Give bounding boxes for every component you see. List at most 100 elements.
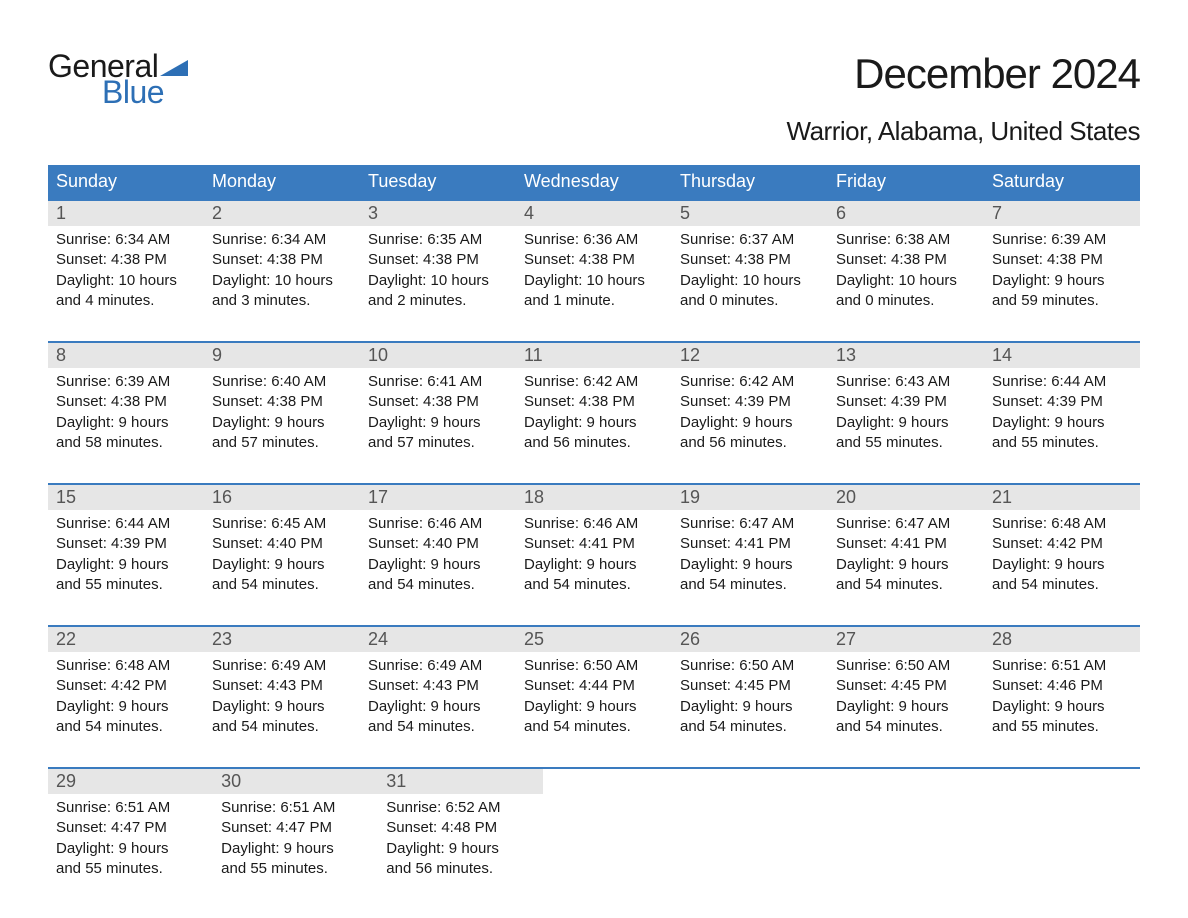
day-d2: and 56 minutes. bbox=[386, 859, 535, 879]
day-d1: Daylight: 9 hours bbox=[680, 697, 820, 717]
day-d2: and 0 minutes. bbox=[680, 291, 820, 311]
day-sunset: Sunset: 4:41 PM bbox=[836, 534, 976, 554]
logo-text-blue: Blue bbox=[102, 76, 188, 108]
day-cell: 21Sunrise: 6:48 AMSunset: 4:42 PMDayligh… bbox=[984, 485, 1140, 601]
day-sunrise: Sunrise: 6:45 AM bbox=[212, 514, 352, 534]
day-d1: Daylight: 9 hours bbox=[386, 839, 535, 859]
day-cell: 3Sunrise: 6:35 AMSunset: 4:38 PMDaylight… bbox=[360, 201, 516, 317]
day-sunset: Sunset: 4:48 PM bbox=[386, 818, 535, 838]
day-cell: 25Sunrise: 6:50 AMSunset: 4:44 PMDayligh… bbox=[516, 627, 672, 743]
day-sunrise: Sunrise: 6:39 AM bbox=[56, 372, 196, 392]
day-d2: and 56 minutes. bbox=[524, 433, 664, 453]
day-d1: Daylight: 9 hours bbox=[992, 413, 1132, 433]
day-cell: 28Sunrise: 6:51 AMSunset: 4:46 PMDayligh… bbox=[984, 627, 1140, 743]
day-number: 26 bbox=[672, 627, 828, 652]
day-number: 19 bbox=[672, 485, 828, 510]
logo: General Blue bbox=[48, 50, 188, 108]
day-sunrise: Sunrise: 6:43 AM bbox=[836, 372, 976, 392]
day-d2: and 54 minutes. bbox=[524, 717, 664, 737]
day-number: 14 bbox=[984, 343, 1140, 368]
day-d1: Daylight: 10 hours bbox=[368, 271, 508, 291]
day-sunset: Sunset: 4:41 PM bbox=[524, 534, 664, 554]
day-number: 18 bbox=[516, 485, 672, 510]
day-cell: 9Sunrise: 6:40 AMSunset: 4:38 PMDaylight… bbox=[204, 343, 360, 459]
day-d1: Daylight: 9 hours bbox=[836, 697, 976, 717]
day-sunrise: Sunrise: 6:34 AM bbox=[212, 230, 352, 250]
day-sunset: Sunset: 4:39 PM bbox=[992, 392, 1132, 412]
day-number: 11 bbox=[516, 343, 672, 368]
day-cell: 23Sunrise: 6:49 AMSunset: 4:43 PMDayligh… bbox=[204, 627, 360, 743]
empty-day bbox=[842, 769, 991, 885]
month-title: December 2024 bbox=[787, 50, 1140, 98]
dow-cell: Thursday bbox=[672, 165, 828, 199]
day-cell: 24Sunrise: 6:49 AMSunset: 4:43 PMDayligh… bbox=[360, 627, 516, 743]
empty-day bbox=[693, 769, 842, 885]
day-sunset: Sunset: 4:45 PM bbox=[680, 676, 820, 696]
week-row: 22Sunrise: 6:48 AMSunset: 4:42 PMDayligh… bbox=[48, 625, 1140, 743]
day-d2: and 55 minutes. bbox=[56, 859, 205, 879]
day-d2: and 55 minutes. bbox=[992, 717, 1132, 737]
day-d1: Daylight: 9 hours bbox=[221, 839, 370, 859]
day-d2: and 57 minutes. bbox=[212, 433, 352, 453]
day-sunrise: Sunrise: 6:42 AM bbox=[680, 372, 820, 392]
day-sunset: Sunset: 4:43 PM bbox=[368, 676, 508, 696]
day-sunset: Sunset: 4:39 PM bbox=[836, 392, 976, 412]
day-sunrise: Sunrise: 6:52 AM bbox=[386, 798, 535, 818]
day-d2: and 54 minutes. bbox=[524, 575, 664, 595]
day-d1: Daylight: 9 hours bbox=[992, 271, 1132, 291]
day-cell: 19Sunrise: 6:47 AMSunset: 4:41 PMDayligh… bbox=[672, 485, 828, 601]
day-sunrise: Sunrise: 6:42 AM bbox=[524, 372, 664, 392]
day-sunset: Sunset: 4:38 PM bbox=[524, 392, 664, 412]
day-number: 24 bbox=[360, 627, 516, 652]
day-sunset: Sunset: 4:38 PM bbox=[56, 392, 196, 412]
day-sunrise: Sunrise: 6:51 AM bbox=[992, 656, 1132, 676]
day-cell: 29Sunrise: 6:51 AMSunset: 4:47 PMDayligh… bbox=[48, 769, 213, 885]
day-d2: and 4 minutes. bbox=[56, 291, 196, 311]
logo-flag-icon bbox=[160, 56, 188, 76]
day-sunset: Sunset: 4:38 PM bbox=[524, 250, 664, 270]
day-sunset: Sunset: 4:38 PM bbox=[212, 250, 352, 270]
day-sunrise: Sunrise: 6:51 AM bbox=[221, 798, 370, 818]
day-sunset: Sunset: 4:46 PM bbox=[992, 676, 1132, 696]
day-sunrise: Sunrise: 6:47 AM bbox=[836, 514, 976, 534]
day-d2: and 3 minutes. bbox=[212, 291, 352, 311]
dow-cell: Friday bbox=[828, 165, 984, 199]
day-cell: 17Sunrise: 6:46 AMSunset: 4:40 PMDayligh… bbox=[360, 485, 516, 601]
day-cell: 12Sunrise: 6:42 AMSunset: 4:39 PMDayligh… bbox=[672, 343, 828, 459]
day-cell: 16Sunrise: 6:45 AMSunset: 4:40 PMDayligh… bbox=[204, 485, 360, 601]
dow-cell: Monday bbox=[204, 165, 360, 199]
day-number: 17 bbox=[360, 485, 516, 510]
day-sunset: Sunset: 4:38 PM bbox=[368, 392, 508, 412]
day-number: 3 bbox=[360, 201, 516, 226]
day-d1: Daylight: 10 hours bbox=[212, 271, 352, 291]
day-number: 22 bbox=[48, 627, 204, 652]
day-number: 12 bbox=[672, 343, 828, 368]
day-number: 20 bbox=[828, 485, 984, 510]
day-cell: 15Sunrise: 6:44 AMSunset: 4:39 PMDayligh… bbox=[48, 485, 204, 601]
day-number: 23 bbox=[204, 627, 360, 652]
day-number: 15 bbox=[48, 485, 204, 510]
dow-cell: Tuesday bbox=[360, 165, 516, 199]
day-sunset: Sunset: 4:38 PM bbox=[836, 250, 976, 270]
day-cell: 27Sunrise: 6:50 AMSunset: 4:45 PMDayligh… bbox=[828, 627, 984, 743]
header: General Blue December 2024 Warrior, Alab… bbox=[48, 50, 1140, 147]
day-d1: Daylight: 9 hours bbox=[368, 697, 508, 717]
day-d1: Daylight: 9 hours bbox=[212, 413, 352, 433]
day-sunset: Sunset: 4:45 PM bbox=[836, 676, 976, 696]
day-number: 25 bbox=[516, 627, 672, 652]
day-d1: Daylight: 10 hours bbox=[680, 271, 820, 291]
day-sunset: Sunset: 4:42 PM bbox=[992, 534, 1132, 554]
empty-day bbox=[991, 769, 1140, 885]
day-cell: 31Sunrise: 6:52 AMSunset: 4:48 PMDayligh… bbox=[378, 769, 543, 885]
day-cell: 4Sunrise: 6:36 AMSunset: 4:38 PMDaylight… bbox=[516, 201, 672, 317]
day-sunrise: Sunrise: 6:44 AM bbox=[992, 372, 1132, 392]
day-d2: and 0 minutes. bbox=[836, 291, 976, 311]
day-sunrise: Sunrise: 6:50 AM bbox=[680, 656, 820, 676]
empty-day bbox=[543, 769, 692, 885]
day-sunset: Sunset: 4:39 PM bbox=[680, 392, 820, 412]
day-number: 1 bbox=[48, 201, 204, 226]
day-d1: Daylight: 9 hours bbox=[368, 555, 508, 575]
day-sunrise: Sunrise: 6:46 AM bbox=[524, 514, 664, 534]
day-cell: 30Sunrise: 6:51 AMSunset: 4:47 PMDayligh… bbox=[213, 769, 378, 885]
day-d2: and 55 minutes. bbox=[56, 575, 196, 595]
